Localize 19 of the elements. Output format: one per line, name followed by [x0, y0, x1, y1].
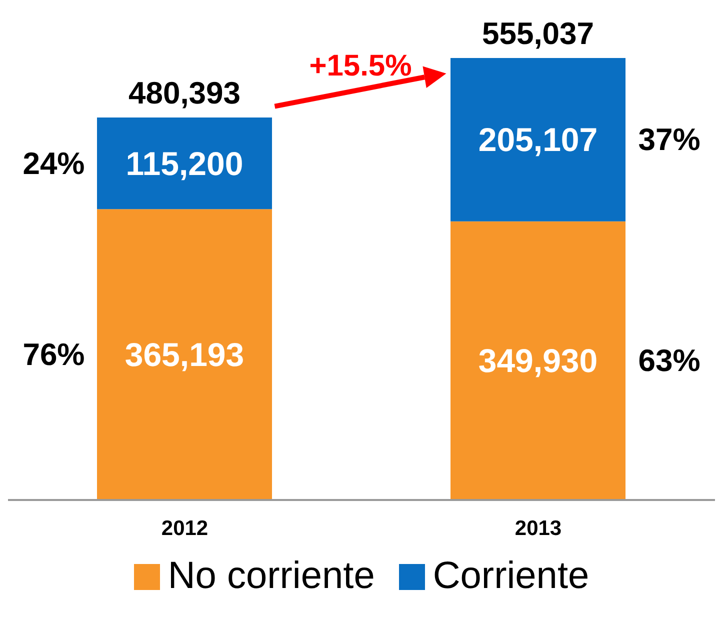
data-label: 205,107	[478, 121, 598, 158]
data-label: 349,930	[478, 342, 598, 380]
bar	[97, 209, 272, 500]
data-label: 115,200	[126, 144, 244, 182]
x-tick-label: 2012	[161, 516, 208, 540]
annotation: 76%	[22, 337, 85, 372]
bar	[450, 58, 626, 222]
legend-label: Corriente	[432, 555, 590, 598]
data-label: 365,193	[124, 336, 244, 374]
total-label: 555,037	[482, 16, 594, 51]
annotation: 24%	[22, 146, 85, 181]
annotation: 63%	[638, 343, 700, 378]
annotation: +15.5%	[309, 49, 412, 82]
x-tick-label: 2013	[514, 516, 562, 540]
legend-label: No corriente	[166, 555, 375, 598]
annotation: 37%	[638, 122, 700, 158]
bar	[450, 221, 626, 500]
bar	[97, 117, 272, 210]
total-label: 480,393	[128, 75, 241, 110]
